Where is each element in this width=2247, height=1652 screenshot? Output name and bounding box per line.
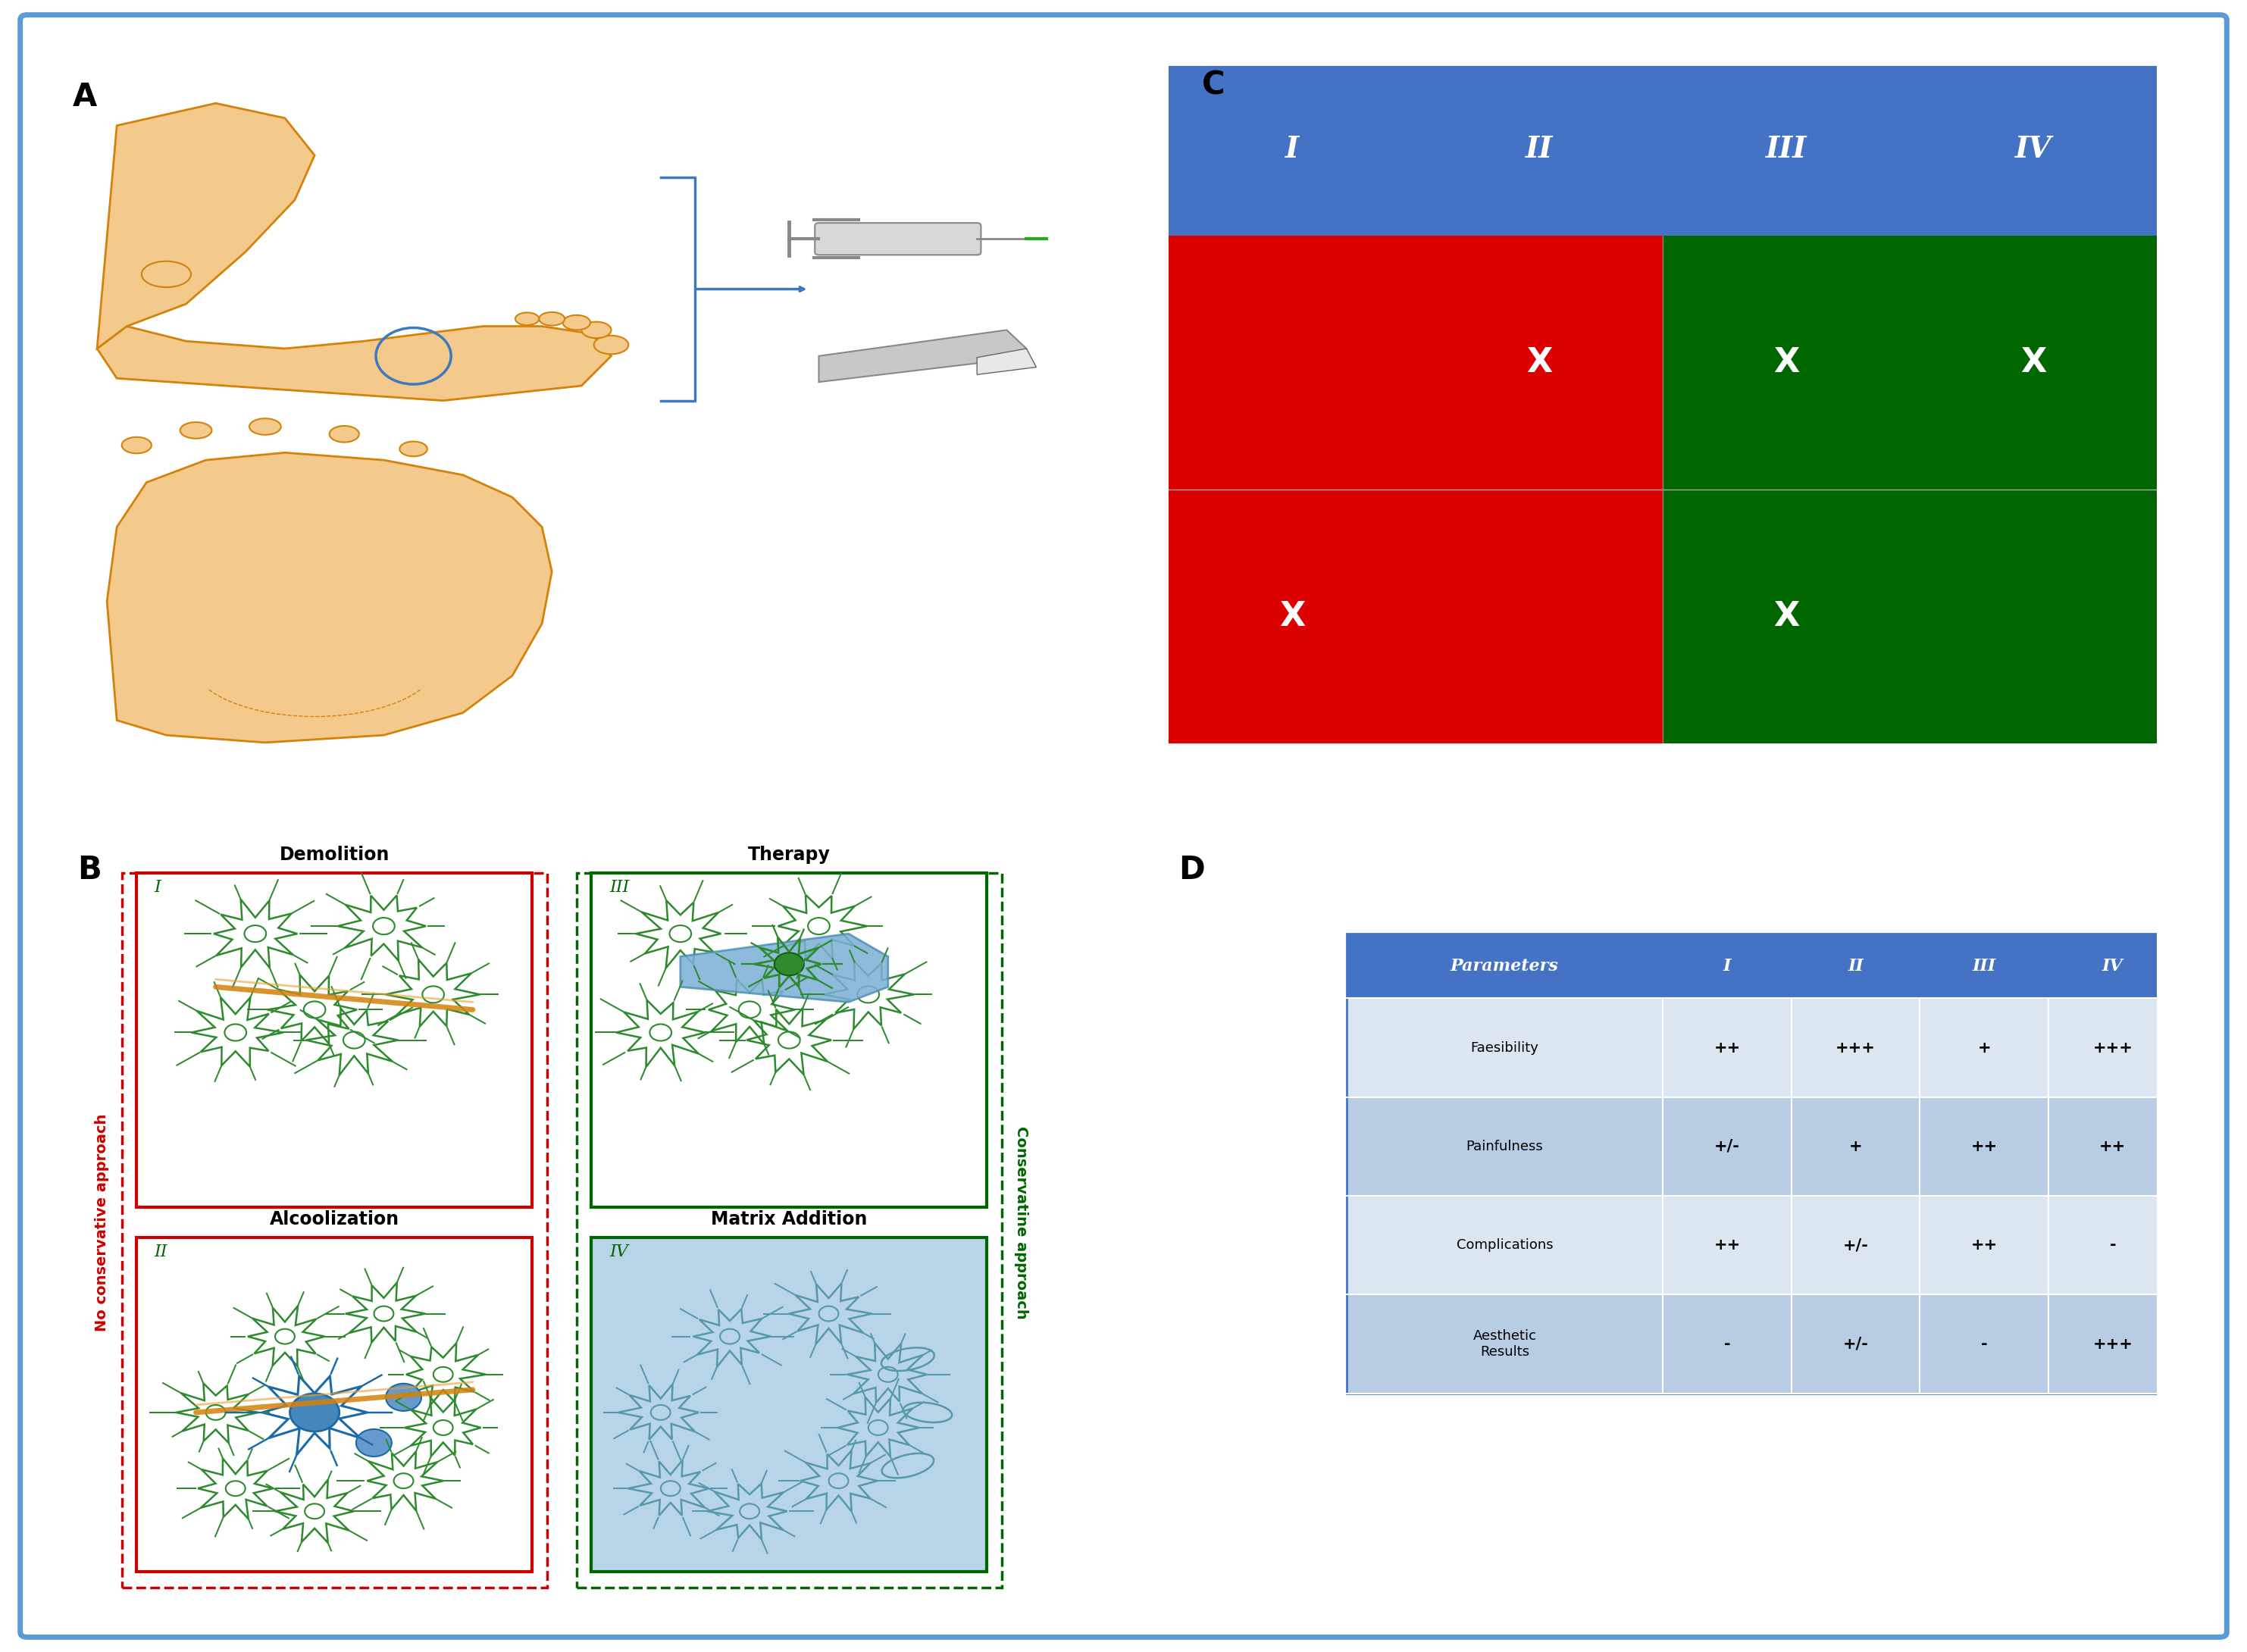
Ellipse shape [121, 438, 151, 453]
Text: X: X [1773, 347, 1800, 378]
Text: +: + [1977, 1041, 1991, 1056]
Text: B: B [76, 854, 101, 885]
Circle shape [290, 1393, 339, 1431]
Text: -: - [1982, 1336, 1986, 1351]
Bar [1663, 235, 1910, 489]
Text: II: II [155, 1244, 169, 1260]
Text: III: III [1973, 958, 1995, 975]
Text: I: I [1723, 958, 1730, 975]
Text: +/-: +/- [1843, 1237, 1870, 1252]
Text: III: III [609, 879, 629, 895]
Text: I: I [1285, 135, 1299, 164]
Bar [1168, 235, 1416, 489]
Text: Painfulness: Painfulness [1465, 1140, 1544, 1153]
Text: No conservative approach: No conservative approach [94, 1113, 110, 1332]
Text: II: II [1526, 135, 1553, 164]
Text: A: A [72, 81, 97, 112]
Text: ++: ++ [1714, 1237, 1741, 1252]
Text: C: C [1202, 69, 1225, 101]
Circle shape [386, 1384, 422, 1411]
Ellipse shape [330, 426, 360, 443]
Text: ++: ++ [1714, 1041, 1741, 1056]
Polygon shape [977, 349, 1036, 375]
Bar [137, 872, 533, 1208]
Text: -: - [2110, 1237, 2117, 1252]
Ellipse shape [180, 423, 211, 438]
Text: Complications: Complications [1456, 1239, 1553, 1252]
Polygon shape [97, 102, 315, 349]
Text: X: X [2020, 347, 2047, 378]
Ellipse shape [562, 316, 591, 330]
Bar [1346, 1196, 2177, 1295]
Text: IV: IV [2103, 958, 2123, 975]
Ellipse shape [593, 335, 629, 354]
Ellipse shape [400, 441, 427, 456]
Text: +++: +++ [2092, 1336, 2132, 1351]
Text: +: + [1849, 1138, 1863, 1155]
Text: +++: +++ [2092, 1041, 2132, 1056]
Text: Matrix Addition: Matrix Addition [710, 1211, 867, 1229]
Bar [1910, 489, 2157, 743]
Text: D: D [1177, 854, 1204, 885]
Bar [1168, 66, 2157, 235]
Text: Therapy: Therapy [748, 846, 831, 864]
Bar [1346, 998, 2177, 1097]
Bar [137, 1237, 533, 1573]
Text: IV: IV [609, 1244, 629, 1260]
Text: Faesibility: Faesibility [1470, 1041, 1539, 1054]
Text: ++: ++ [1971, 1237, 1998, 1252]
Text: Parameters: Parameters [1452, 958, 1559, 975]
Bar [1346, 1295, 2177, 1393]
Polygon shape [97, 327, 611, 401]
Polygon shape [108, 453, 553, 743]
Ellipse shape [142, 261, 191, 287]
Text: Conservatine approach: Conservatine approach [1013, 1127, 1029, 1318]
Polygon shape [681, 933, 888, 1003]
Text: Demolition: Demolition [279, 846, 389, 864]
Text: IV: IV [2016, 135, 2052, 164]
Ellipse shape [582, 322, 611, 339]
Text: ++: ++ [1971, 1138, 1998, 1155]
Text: +/-: +/- [1843, 1336, 1870, 1351]
Bar [591, 1237, 986, 1573]
Text: Alcoolization: Alcoolization [270, 1211, 400, 1229]
Text: X: X [1773, 600, 1800, 633]
Text: -: - [1723, 1336, 1730, 1351]
Text: ++: ++ [2099, 1138, 2126, 1155]
Polygon shape [818, 330, 1027, 382]
Bar [1910, 235, 2157, 489]
Text: Aesthetic
Results: Aesthetic Results [1472, 1330, 1537, 1358]
Ellipse shape [249, 418, 281, 434]
FancyBboxPatch shape [816, 223, 982, 254]
Bar [1416, 235, 1663, 489]
Text: +++: +++ [1836, 1041, 1876, 1056]
Bar [1346, 933, 2177, 1393]
Ellipse shape [515, 312, 539, 325]
Ellipse shape [539, 312, 564, 325]
Bar [1663, 489, 1910, 743]
Text: +/-: +/- [1714, 1138, 1739, 1155]
Text: II: II [1847, 958, 1863, 975]
Bar [1346, 933, 2177, 998]
Text: X: X [1279, 600, 1306, 633]
Circle shape [775, 953, 804, 975]
Text: X: X [1526, 347, 1553, 378]
Bar [1168, 489, 1416, 743]
Circle shape [355, 1429, 391, 1457]
Text: III: III [1766, 135, 1807, 164]
Text: I: I [155, 879, 162, 895]
Bar [1416, 489, 1663, 743]
Bar [591, 872, 986, 1208]
Bar [1346, 1097, 2177, 1196]
